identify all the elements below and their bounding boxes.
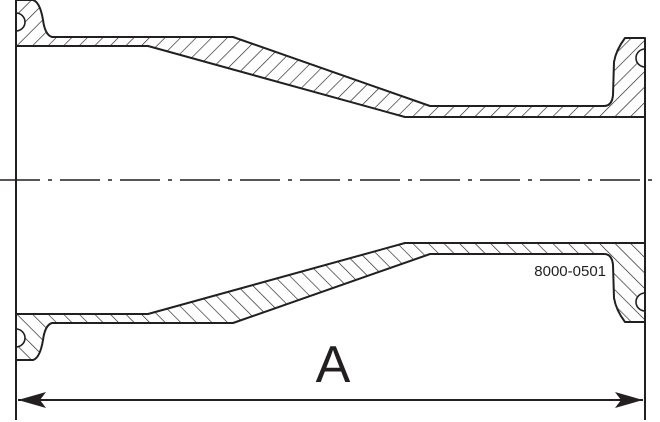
upper-wall-hatched xyxy=(15,0,646,118)
lower-left-seal-groove xyxy=(15,328,26,348)
part-number-label: 8000-0501 xyxy=(534,263,606,280)
upper-wall-section xyxy=(15,0,646,118)
upper-right-seal-groove xyxy=(635,48,646,68)
lower-wall-hatched xyxy=(15,242,646,361)
upper-left-seal-groove xyxy=(15,12,26,32)
dimension-label: A xyxy=(316,336,351,394)
lower-right-seal-groove xyxy=(635,292,646,312)
lower-wall-section xyxy=(15,242,646,361)
